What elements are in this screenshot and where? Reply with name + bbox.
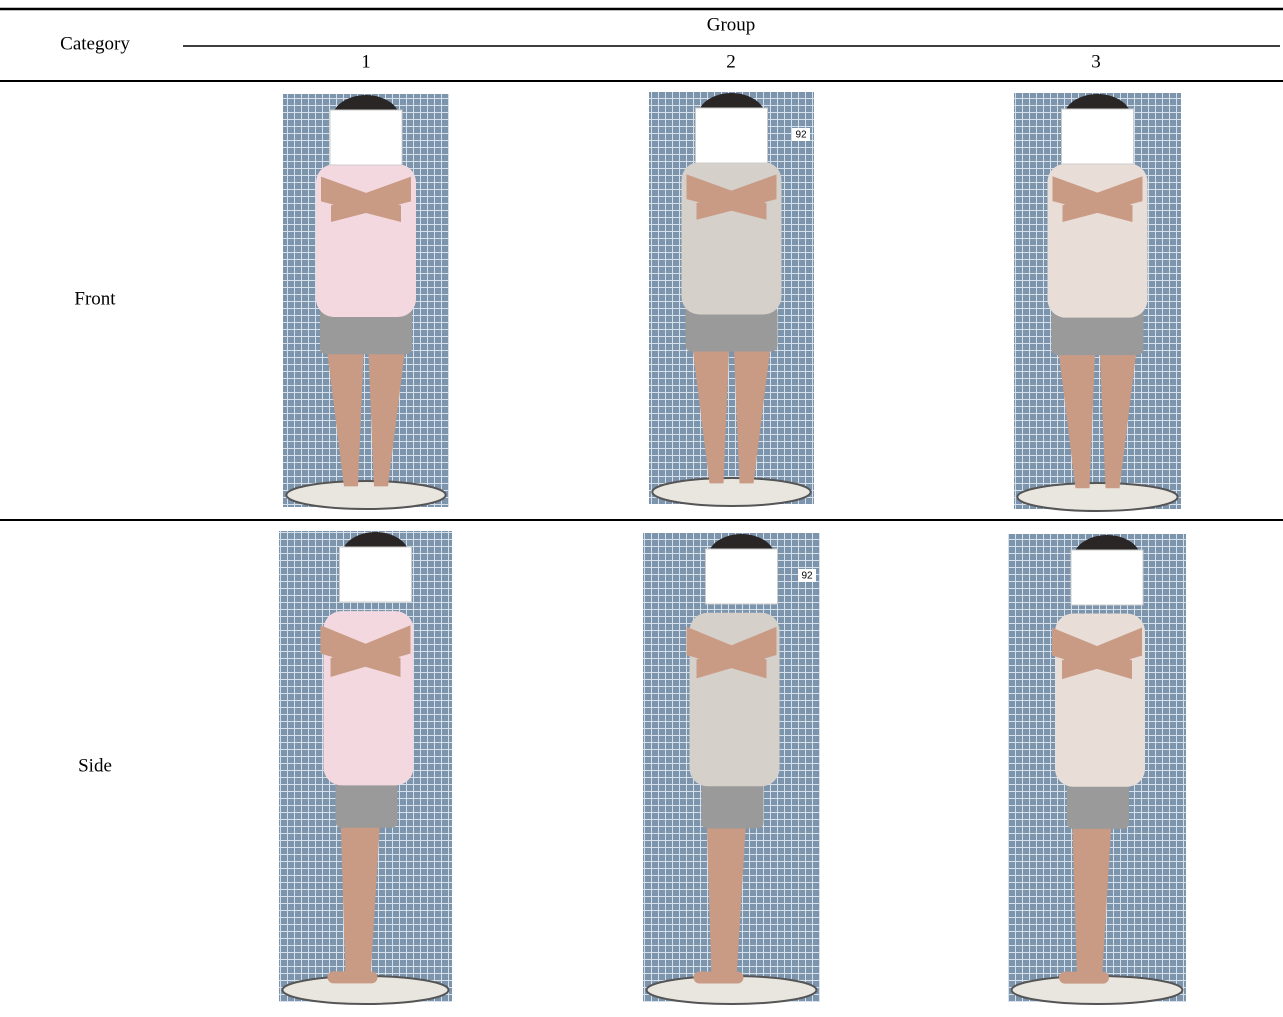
photo (279, 531, 452, 1005)
row-label: Front (74, 288, 116, 309)
photo-tag-box (798, 569, 816, 582)
legs (691, 339, 730, 484)
legs (326, 341, 364, 487)
legs (706, 814, 747, 979)
row-label: Side (78, 755, 112, 776)
feet (693, 971, 744, 984)
arms (1062, 627, 1142, 680)
photos: 92 92 (279, 92, 1186, 1005)
legs (1099, 342, 1138, 489)
photo-tag: 92 (801, 571, 813, 582)
face-mask (329, 109, 403, 166)
legs (368, 341, 406, 487)
photo (1008, 534, 1186, 1005)
face-mask (1070, 549, 1144, 606)
arms (696, 626, 777, 679)
shorts (1067, 777, 1129, 829)
group-label: 2 (726, 51, 736, 72)
legs (1072, 814, 1112, 979)
shorts (685, 306, 778, 352)
legs (1057, 342, 1096, 489)
group-label: 3 (1091, 51, 1101, 72)
platform (1016, 482, 1179, 512)
face-mask (695, 107, 768, 164)
face-mask (339, 546, 412, 603)
face-mask (1061, 108, 1134, 165)
shorts (1051, 309, 1144, 356)
photo (283, 94, 449, 510)
arms (330, 625, 411, 678)
shorts (335, 775, 398, 828)
photo: 92 (643, 533, 820, 1005)
photo-tag-box (792, 128, 810, 141)
photo-tag: 92 (795, 130, 807, 141)
legs (340, 813, 381, 979)
legs (733, 339, 772, 484)
photo (1014, 93, 1181, 512)
category-header: Category (60, 33, 130, 54)
face-mask (705, 548, 778, 605)
shorts (320, 308, 412, 355)
group-header: Group (707, 14, 756, 35)
arms (696, 174, 777, 220)
shorts (701, 776, 764, 829)
arms (331, 176, 411, 223)
feet (1059, 971, 1109, 984)
platform (651, 477, 812, 507)
platform (285, 480, 447, 510)
photo: 92 (649, 92, 814, 507)
arms (1062, 176, 1143, 222)
group-label: 1 (361, 51, 371, 72)
feet (327, 971, 378, 984)
